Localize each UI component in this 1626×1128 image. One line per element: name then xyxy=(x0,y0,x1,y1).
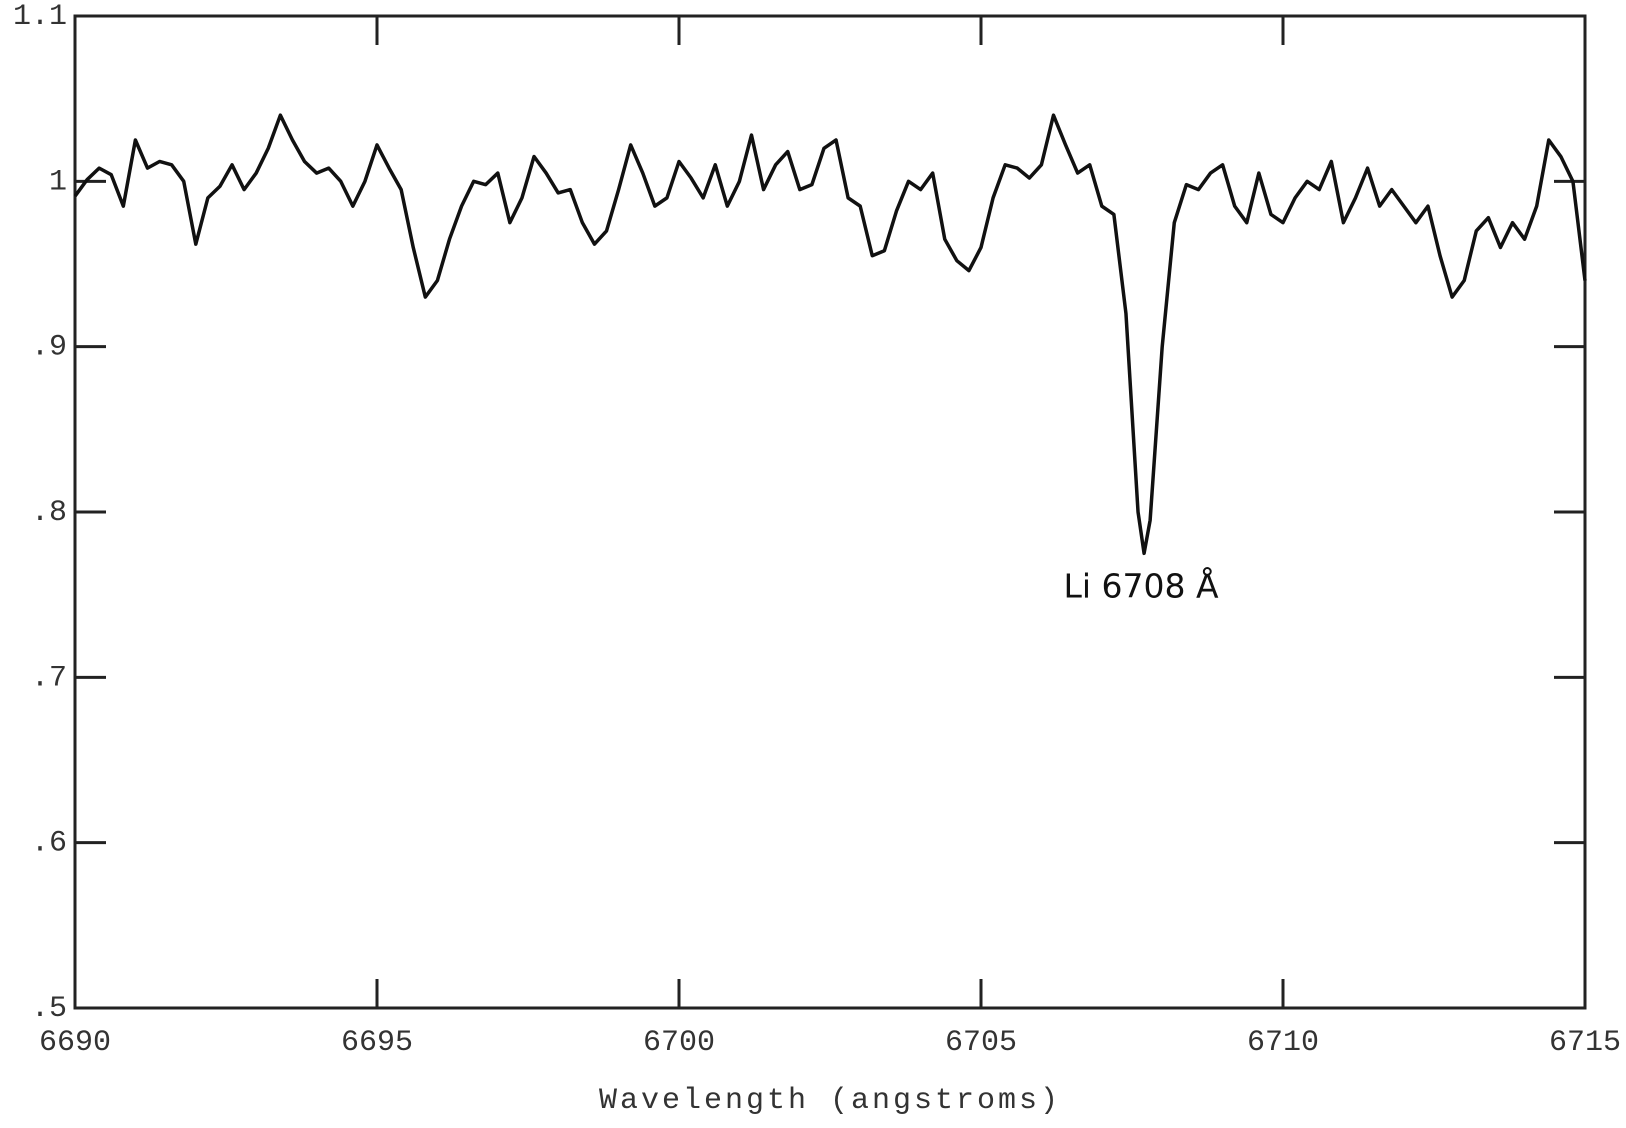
annotation: Li 6708 Å xyxy=(1063,566,1219,606)
y-tick-label: .5 xyxy=(31,992,67,1026)
x-tick-label: 6700 xyxy=(643,1026,715,1060)
x-tick-label: 6715 xyxy=(1549,1026,1621,1060)
spectrum-line xyxy=(73,113,1587,556)
y-tick-label: 1.1 xyxy=(13,0,67,34)
x-tick-label: 6710 xyxy=(1247,1026,1319,1060)
x-tick-label: 6705 xyxy=(945,1026,1017,1060)
y-tick-label: .8 xyxy=(31,496,67,530)
x-tick-label: 6690 xyxy=(39,1026,111,1060)
y-tick-label: .7 xyxy=(31,661,67,695)
y-tick-label: 1 xyxy=(49,165,67,199)
plot-frame xyxy=(73,14,1587,1010)
x-axis-title: Wavelength (angstroms) xyxy=(599,1084,1061,1118)
y-tick-label: .6 xyxy=(31,827,67,861)
x-tick-label: 6695 xyxy=(341,1026,413,1060)
y-tick-label: .9 xyxy=(31,331,67,365)
